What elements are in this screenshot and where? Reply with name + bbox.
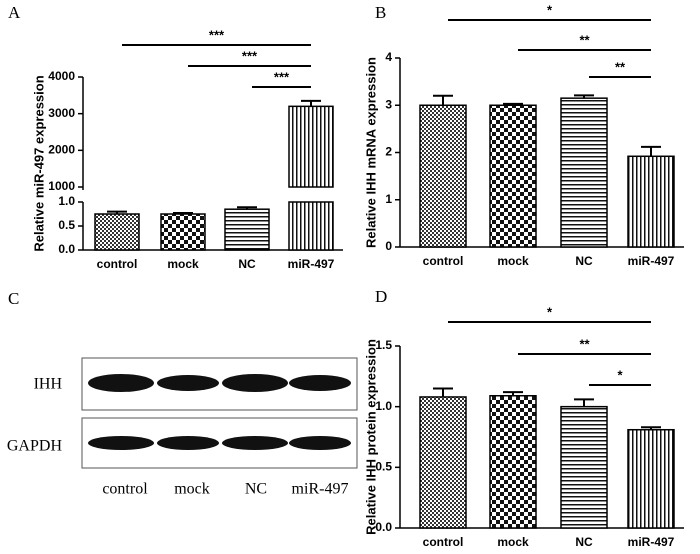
bar [288, 105, 334, 188]
y-axis-label: Relative IHH protein expression [363, 339, 378, 535]
bar [489, 394, 537, 529]
y-tick-label: 4 [385, 50, 392, 64]
y-tick-label: 1.5 [375, 338, 392, 352]
x-tick-label: control [423, 254, 464, 268]
x-tick-label: miR-497 [288, 257, 335, 271]
y-tick-label: 0.0 [375, 520, 392, 534]
y-tick-label: 0.0 [58, 242, 75, 256]
western-blot: C IHH GAPDH control mock NC miR-497 [7, 289, 358, 498]
panel-letter: A [8, 3, 21, 22]
bar [288, 201, 334, 251]
x-tick-label: control [423, 535, 464, 549]
blot-row-label: IHH [34, 376, 63, 393]
x-tick-label: mock [497, 254, 529, 268]
y-tick-label: 2 [385, 145, 392, 159]
significance-label: * [547, 304, 553, 319]
significance-label: ** [579, 32, 590, 47]
y-tick-label: 1 [385, 192, 392, 206]
bar [627, 155, 675, 248]
y-tick-label: 3000 [48, 106, 75, 120]
y-tick-label: 0.5 [58, 218, 75, 232]
y-tick-label: 1.0 [58, 194, 75, 208]
panel-letter: C [8, 289, 19, 308]
blot-lane-label: NC [245, 481, 267, 498]
y-tick-label: 0 [385, 239, 392, 253]
y-tick-label: 4000 [48, 69, 75, 83]
blot-lane-label: control [102, 481, 148, 498]
bar [419, 396, 467, 529]
significance-label: * [547, 2, 553, 17]
panel-letter: B [375, 3, 386, 22]
y-tick-label: 1.0 [375, 399, 392, 413]
blot-lane-label: miR-497 [292, 481, 349, 498]
panel-letter: D [375, 287, 387, 306]
bar [419, 104, 467, 248]
x-tick-label: NC [575, 535, 593, 549]
bar [560, 97, 608, 248]
x-tick-label: mock [167, 257, 199, 271]
significance-label: ** [579, 336, 590, 351]
significance-label: ** [615, 59, 626, 74]
x-tick-label: miR-497 [628, 254, 675, 268]
significance-label: * [617, 367, 623, 382]
bar [560, 405, 608, 529]
bar [489, 104, 537, 248]
x-tick-label: mock [497, 535, 529, 549]
blot-row-label: GAPDH [7, 438, 63, 455]
bar [224, 208, 270, 251]
bar [160, 213, 206, 251]
y-tick-label: 1000 [48, 179, 75, 193]
y-tick-label: 0.5 [375, 460, 392, 474]
x-tick-label: control [97, 257, 138, 271]
y-tick-label: 2000 [48, 143, 75, 157]
x-tick-label: miR-497 [628, 535, 675, 549]
x-tick-label: NC [238, 257, 256, 271]
y-axis-label: Relative IHH mRNA expression [363, 57, 378, 248]
bands [88, 374, 351, 450]
significance-label: *** [274, 69, 290, 84]
significance-label: *** [209, 27, 225, 42]
bar [627, 428, 675, 529]
bar [94, 213, 140, 251]
significance-label: *** [242, 48, 258, 63]
y-tick-label: 3 [385, 97, 392, 111]
y-axis-label: Relative miR-497 expression [31, 75, 46, 251]
x-tick-label: NC [575, 254, 593, 268]
blot-lane-label: mock [174, 481, 210, 498]
